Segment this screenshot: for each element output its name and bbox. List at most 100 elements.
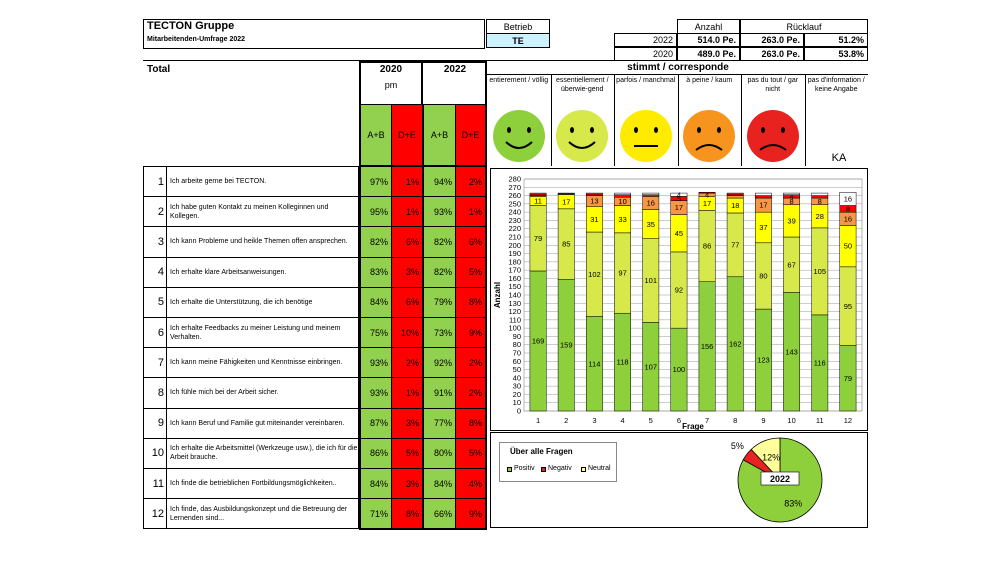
pie-chart: 83% 5% 12% 2022	[731, 437, 823, 523]
de-2022-value: 2%	[455, 347, 487, 379]
header-ruecklauf: 263.0 Pe.	[740, 47, 804, 61]
header-underline	[143, 48, 485, 49]
bar-data-label: 67	[787, 260, 795, 269]
bar-chart-frame	[490, 168, 868, 431]
bar-data-label: 13	[590, 197, 598, 206]
de-2022-value: 2%	[455, 377, 487, 409]
question-number: 8	[143, 377, 167, 409]
de-2022-value: 8%	[455, 407, 487, 439]
bar-segment	[726, 192, 744, 195]
pie-center-label: 2022	[770, 474, 790, 484]
bar-data-label: 105	[813, 267, 826, 276]
bar-data-label: 80	[759, 272, 767, 281]
bar-data-label: 102	[588, 270, 601, 279]
ab-2020-value: 84%	[359, 468, 392, 500]
question-text: Ich habe guten Kontakt zu meinen Kollegi…	[166, 196, 359, 228]
y-tick-label: 220	[508, 224, 521, 233]
bar-data-label: 37	[759, 223, 767, 232]
de-2022-header: D+E	[455, 104, 487, 166]
y-tick-label: 160	[508, 274, 521, 283]
bar-data-label: 45	[675, 229, 683, 238]
de-2020-value: 3%	[391, 256, 423, 288]
bar-segment	[614, 194, 632, 198]
pie-legend-box	[499, 442, 617, 482]
x-tick-label: 9	[761, 416, 765, 425]
header-ruecklauf: 263.0 Pe.	[740, 33, 804, 47]
bar-data-label: 123	[757, 356, 770, 365]
de-2022-value: 4%	[455, 468, 487, 500]
y-tick-label: 0	[517, 407, 521, 416]
header-year: 2020	[614, 47, 677, 61]
happy-face-icon	[556, 110, 609, 162]
y-tick-label: 280	[508, 175, 521, 184]
scale-label: à peine / kaum	[686, 77, 733, 84]
y-tick-label: 60	[513, 357, 521, 366]
bar-data-label: 17	[675, 203, 683, 212]
bar-data-label: 4	[705, 190, 709, 199]
question-number: 4	[143, 256, 167, 288]
x-tick-label: 1	[536, 416, 540, 425]
bar-data-label: 50	[844, 242, 852, 251]
bar-data-label: 95	[844, 302, 852, 311]
bar-data-label: 79	[844, 374, 852, 383]
year-2020-label: 2020	[379, 64, 403, 75]
de-2022-value: 5%	[455, 256, 487, 288]
bar-segment	[642, 192, 660, 195]
bar-segment	[839, 192, 857, 206]
legend-label: Positiv	[514, 465, 535, 472]
anzahl-label: Anzahl	[677, 19, 740, 34]
y-tick-label: 250	[508, 199, 521, 208]
de-2020-value: 3%	[391, 407, 423, 439]
ab-2022-value: 82%	[423, 226, 456, 258]
scale-label: essentiellement / überwie-gend	[555, 77, 609, 93]
bar-data-label: 17	[703, 199, 711, 208]
bar-data-label: 118	[617, 358, 629, 367]
x-tick-label: 10	[787, 416, 795, 425]
header-pct: 53.8%	[804, 47, 868, 61]
ab-2020-header: A+B	[359, 104, 392, 166]
stacked-bar-chart: 0102030405060708090100110120130140150160…	[493, 175, 863, 431]
question-number: 12	[143, 498, 167, 530]
question-number: 1	[143, 166, 167, 198]
x-tick-label: 2	[564, 416, 568, 425]
year-2020-sub: pm	[384, 80, 398, 90]
header-bottom-line	[143, 60, 868, 61]
ab-2020-value: 97%	[359, 166, 392, 198]
question-text: Ich kann meine Fähigkeiten und Kenntniss…	[166, 347, 359, 379]
x-tick-label: 8	[733, 416, 737, 425]
year-2022-label: 2022	[443, 64, 467, 75]
bar-data-label: 16	[844, 214, 852, 223]
de-2020-value: 10%	[391, 317, 423, 349]
de-2020-value: 1%	[391, 196, 423, 228]
bar-segment	[754, 192, 772, 196]
ab-2022-value: 77%	[423, 407, 456, 439]
year-2022-box	[423, 61, 487, 123]
ab-2022-value: 79%	[423, 286, 456, 318]
x-tick-label: 7	[705, 416, 709, 425]
bar-data-label: 11	[534, 197, 542, 206]
scale-label: entierement / völlig	[489, 77, 549, 84]
ab-2022-value: 91%	[423, 377, 456, 409]
y-tick-label: 100	[508, 324, 521, 333]
survey-title: Mitarbeitenden-Umfrage 2022	[147, 36, 246, 43]
total-label: Total	[147, 64, 171, 75]
de-2020-value: 2%	[391, 347, 423, 379]
x-tick-label: 3	[592, 416, 596, 425]
bar-data-label: 16	[647, 199, 655, 208]
y-tick-label: 210	[508, 233, 521, 242]
bar-segment	[811, 195, 829, 199]
bar-data-label: 8	[846, 204, 850, 213]
scale-label: parfois / manchmal	[616, 77, 676, 84]
scale-label: pas du tout / gar nicht	[747, 77, 799, 93]
scale-divider	[677, 74, 679, 166]
legend-swatch	[541, 467, 546, 472]
bar-data-label: 16	[844, 194, 852, 203]
header-anzahl: 489.0 Pe.	[677, 47, 740, 61]
ab-2020-value: 83%	[359, 256, 392, 288]
bar-data-label: 4	[789, 192, 793, 201]
ab-2020-value: 87%	[359, 407, 392, 439]
ab-2022-value: 94%	[423, 166, 456, 198]
ab-2020-value: 71%	[359, 498, 392, 530]
bar-segment	[726, 195, 744, 199]
y-tick-label: 130	[508, 299, 521, 308]
